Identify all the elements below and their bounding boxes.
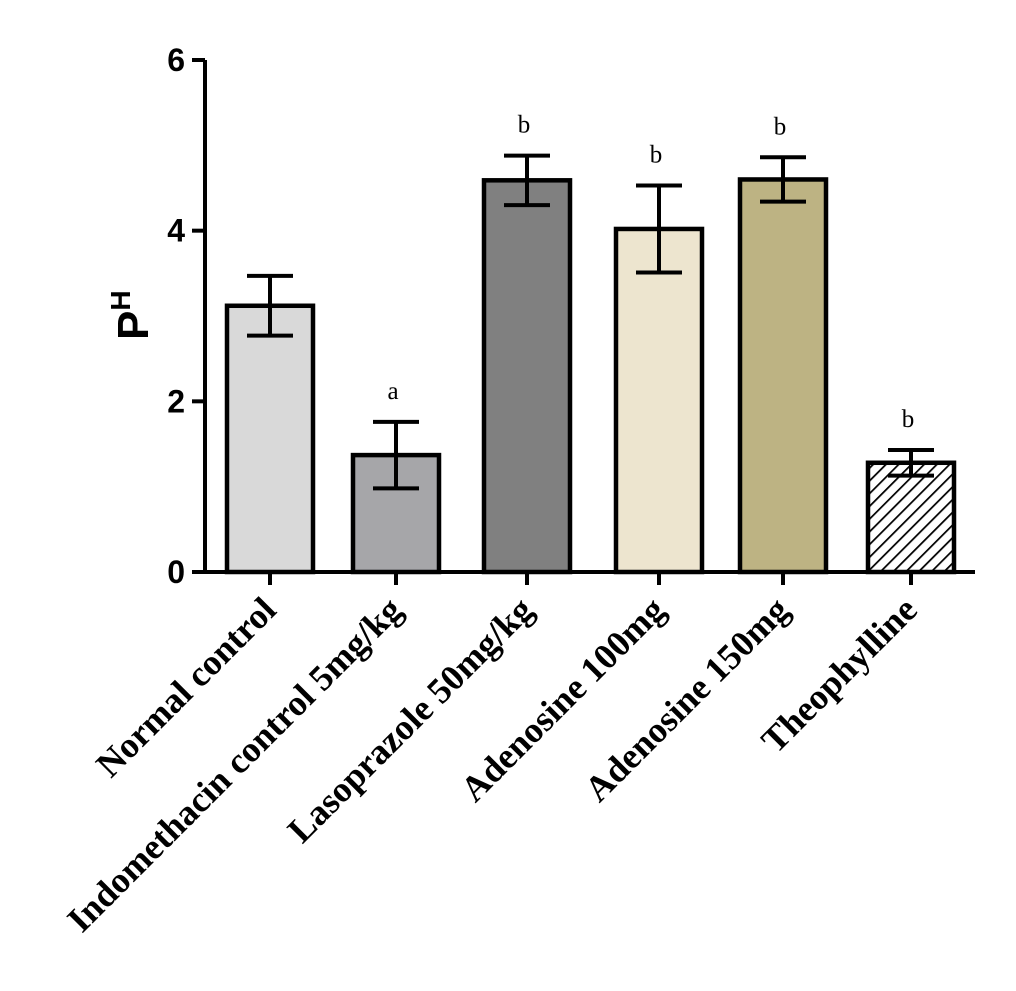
bar [481, 178, 573, 575]
significance-label: b [774, 113, 787, 140]
significance-label: b [650, 141, 663, 168]
bar [613, 226, 705, 575]
y-tick-label: 4 [167, 213, 185, 249]
bar [224, 303, 316, 575]
x-tick-label: Adenosine 150mg [577, 589, 797, 809]
bar [865, 460, 957, 575]
significance-label: a [387, 378, 398, 405]
y-axis-label: PH [105, 290, 158, 340]
significance-label: b [518, 112, 531, 139]
bar [737, 177, 829, 575]
y-tick-label: 0 [167, 554, 185, 590]
bars [224, 153, 957, 575]
y-tick-label: 6 [167, 42, 185, 78]
significance-label: b [902, 406, 915, 433]
x-tick-label: Lasoprazole 50mg/kg [280, 589, 541, 850]
y-tick-label: 2 [167, 383, 185, 419]
